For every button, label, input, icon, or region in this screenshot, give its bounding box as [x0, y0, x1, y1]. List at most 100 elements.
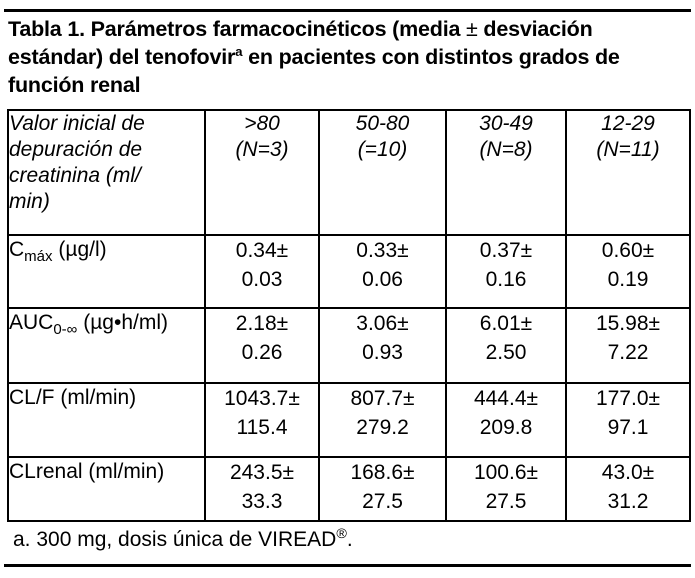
mean-value: 6.01±	[479, 312, 533, 335]
mean-value: 807.7±	[350, 387, 415, 410]
sd-value: 0.26	[241, 341, 283, 364]
mean-value: 168.6±	[350, 461, 415, 484]
header-col-50-80: 50-80 (=10)	[318, 109, 447, 236]
title-line2-tail: en pacientes con distintos grados de	[242, 45, 620, 69]
value-auc-gt80: 2.18± 0.26	[204, 307, 320, 384]
value-clf-12-29: 177.0± 97.1	[565, 382, 691, 458]
mean-value: 2.18±	[235, 312, 289, 335]
mean-value: 177.0±	[595, 387, 661, 410]
param-label-auc: AUC0-∞ (µg•h/ml)	[7, 307, 206, 384]
value-clrenal-50-80: 168.6± 27.5	[318, 456, 447, 522]
sd-value: 33.3	[241, 490, 283, 513]
row-clrenal: CLrenal (ml/min) 243.5± 33.3 168.6± 27.5…	[7, 456, 691, 522]
value-clrenal-gt80: 243.5± 33.3	[204, 456, 320, 522]
sd-value: 0.03	[241, 268, 283, 291]
title-line3-text: función renal	[8, 73, 141, 97]
param-name: CL/F (ml/min)	[9, 386, 137, 409]
table-title: Tabla 1. Parámetros farmacocinéticos (me…	[8, 15, 688, 99]
footnote-period: .	[346, 528, 353, 551]
header-n: (N=8)	[479, 138, 533, 161]
mean-value: 243.5±	[229, 461, 295, 484]
sd-value: 2.50	[485, 341, 527, 364]
row-cmax: Cmáx (µg/l) 0.34± 0.03 0.33± 0.06 0.37± …	[7, 234, 691, 309]
value-cmax-50-80: 0.33± 0.06	[318, 234, 447, 309]
title-line1-text: Tabla 1. Parámetros farmacocinéticos (me…	[8, 17, 467, 41]
mean-value: 3.06±	[356, 312, 409, 335]
sd-value: 115.4	[236, 416, 288, 439]
param-name: C	[9, 238, 25, 261]
value-cmax-gt80: 0.34± 0.03	[204, 234, 320, 309]
header-label-line4: min)	[9, 190, 50, 213]
mean-value: 0.37±	[479, 239, 533, 262]
sd-value: 279.2	[356, 416, 409, 439]
mean-value: 444.4±	[473, 387, 539, 410]
table-title-line3: función renal	[8, 71, 688, 99]
footnote-marker-a: a	[235, 43, 243, 59]
table-title-line1: Tabla 1. Parámetros farmacocinéticos (me…	[8, 15, 688, 43]
mean-value: 43.0±	[601, 461, 655, 484]
sd-value: 0.16	[485, 268, 527, 291]
value-clf-30-49: 444.4± 209.8	[445, 382, 567, 458]
header-label-line2: depuración de	[9, 138, 143, 161]
row-auc: AUC0-∞ (µg•h/ml) 2.18± 0.26 3.06± 0.93 6…	[7, 307, 691, 384]
plus-minus-symbol: ±	[466, 17, 478, 41]
value-auc-30-49: 6.01± 2.50	[445, 307, 567, 384]
mean-value: 0.33±	[356, 239, 409, 262]
row-clf: CL/F (ml/min) 1043.7± 115.4 807.7± 279.2…	[7, 382, 691, 458]
mean-value: 1043.7±	[224, 387, 300, 410]
mean-value: 15.98±	[595, 312, 661, 335]
mean-value: 0.60±	[601, 239, 655, 262]
registered-trademark-symbol: ®	[336, 526, 347, 542]
param-label-clf: CL/F (ml/min)	[7, 382, 206, 458]
header-col-gt80: >80 (N=3)	[204, 109, 320, 236]
table-title-line2: estándar) del tenofovira en pacientes co…	[8, 43, 688, 71]
sd-value: 0.19	[607, 268, 649, 291]
sd-value: 31.2	[607, 490, 649, 513]
sd-value: 0.93	[362, 341, 403, 364]
param-name: AUC	[9, 311, 54, 334]
header-range: 30-49	[479, 112, 533, 135]
title-line2-text: estándar) del tenofovir	[8, 45, 236, 69]
bottom-rule	[4, 564, 691, 567]
mean-value: 0.34±	[235, 239, 289, 262]
header-range: >80	[244, 112, 280, 135]
header-col-12-29: 12-29 (N=11)	[565, 109, 691, 236]
title-line1-tail: desviación	[477, 17, 593, 41]
value-auc-50-80: 3.06± 0.93	[318, 307, 447, 384]
header-range: 12-29	[601, 112, 655, 135]
value-clf-50-80: 807.7± 279.2	[318, 382, 447, 458]
param-unit: (µg•h/ml)	[77, 311, 168, 334]
param-subscript: 0-∞	[53, 321, 78, 339]
header-n: (N=11)	[596, 138, 660, 161]
footnote-text: a. 300 mg, dosis única de VIREAD	[13, 528, 337, 551]
sd-value: 97.1	[607, 416, 649, 439]
pharmacokinetics-table: Valor inicial de depuración de creatinin…	[7, 109, 691, 522]
param-name: CLrenal (ml/min)	[9, 460, 165, 483]
value-clf-gt80: 1043.7± 115.4	[204, 382, 320, 458]
sd-value: 0.06	[362, 268, 403, 291]
param-label-cmax: Cmáx (µg/l)	[7, 234, 206, 309]
top-rule	[4, 9, 691, 12]
header-n: (N=3)	[235, 138, 289, 161]
param-unit: (µg/l)	[52, 238, 107, 261]
sd-value: 7.22	[607, 341, 649, 364]
sd-value: 27.5	[362, 490, 403, 513]
value-clrenal-12-29: 43.0± 31.2	[565, 456, 691, 522]
value-clrenal-30-49: 100.6± 27.5	[445, 456, 567, 522]
value-cmax-30-49: 0.37± 0.16	[445, 234, 567, 309]
header-n: (=10)	[357, 138, 408, 161]
value-auc-12-29: 15.98± 7.22	[565, 307, 691, 384]
header-range: 50-80	[355, 112, 410, 135]
header-label-line3: creatinina (ml/	[9, 164, 141, 187]
param-label-clrenal: CLrenal (ml/min)	[7, 456, 206, 522]
value-cmax-12-29: 0.60± 0.19	[565, 234, 691, 309]
header-label-creatinine-clearance: Valor inicial de depuración de creatinin…	[7, 109, 206, 236]
table-footnote: a. 300 mg, dosis única de VIREAD®.	[13, 527, 353, 553]
header-label-line1: Valor inicial de	[9, 112, 145, 135]
header-row: Valor inicial de depuración de creatinin…	[7, 109, 691, 236]
sd-value: 209.8	[479, 416, 533, 439]
header-col-30-49: 30-49 (N=8)	[445, 109, 567, 236]
sd-value: 27.5	[485, 490, 527, 513]
param-subscript: máx	[24, 248, 53, 266]
